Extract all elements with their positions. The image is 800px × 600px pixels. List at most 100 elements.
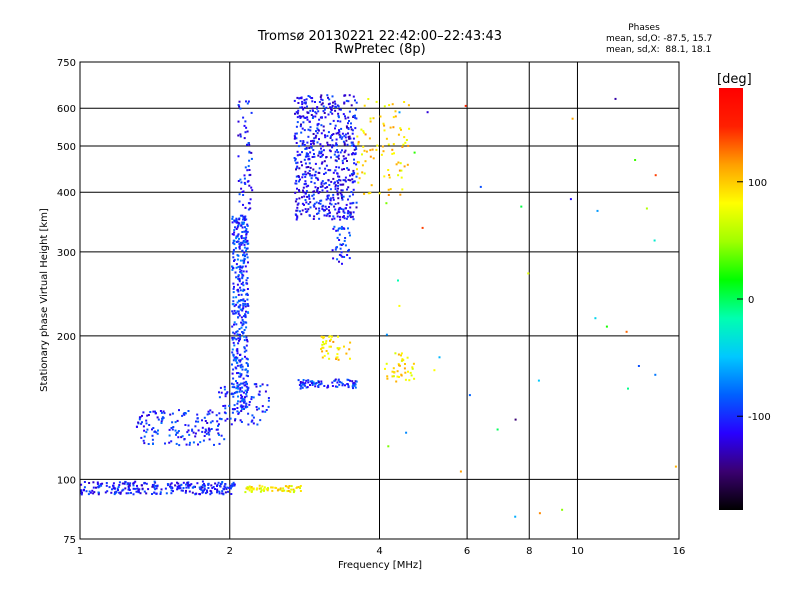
data-point	[251, 487, 253, 490]
data-point	[246, 143, 248, 146]
data-point	[244, 305, 247, 308]
data-point	[346, 143, 349, 146]
data-point	[231, 233, 234, 236]
data-point	[315, 201, 318, 204]
data-point	[243, 408, 245, 410]
data-point	[344, 133, 347, 136]
data-point	[258, 390, 261, 393]
data-point	[231, 392, 233, 395]
data-point	[314, 115, 317, 118]
data-point	[246, 370, 249, 373]
data-point	[340, 225, 343, 228]
data-point	[398, 376, 400, 378]
data-point	[241, 242, 244, 245]
data-point	[411, 366, 414, 369]
data-point	[113, 493, 116, 496]
data-point	[426, 111, 429, 114]
data-point	[398, 304, 401, 307]
data-point	[313, 382, 315, 385]
data-point	[132, 484, 135, 487]
data-point	[350, 144, 353, 147]
data-point	[317, 212, 320, 215]
data-point	[318, 383, 321, 386]
data-point	[238, 372, 241, 375]
data-point	[130, 491, 132, 494]
data-point	[395, 380, 398, 383]
data-point	[201, 489, 204, 492]
data-point	[339, 108, 342, 111]
data-point	[323, 385, 326, 387]
data-point	[323, 214, 326, 217]
data-point	[329, 202, 332, 205]
data-point	[244, 321, 247, 324]
data-point	[301, 142, 304, 145]
data-point	[596, 209, 599, 212]
data-point	[233, 305, 236, 308]
data-point	[121, 489, 124, 492]
data-point	[325, 340, 328, 343]
data-point	[328, 209, 330, 212]
data-point	[236, 372, 238, 375]
data-point	[336, 212, 339, 215]
data-point	[625, 330, 628, 333]
data-point	[196, 482, 199, 485]
data-point	[318, 191, 321, 193]
data-point	[124, 480, 127, 483]
data-point	[387, 143, 390, 146]
data-point	[342, 183, 345, 186]
data-point	[139, 416, 142, 419]
data-point	[126, 483, 129, 486]
data-point	[320, 185, 323, 188]
data-point	[391, 152, 394, 155]
data-point	[334, 208, 337, 211]
data-point	[210, 490, 213, 493]
data-point	[271, 486, 274, 489]
data-point	[242, 304, 245, 307]
data-point	[224, 407, 227, 410]
data-point	[393, 152, 395, 155]
data-point	[349, 216, 352, 219]
data-point	[209, 409, 212, 412]
data-point	[322, 129, 325, 132]
data-point	[96, 481, 99, 484]
data-point	[352, 188, 355, 191]
data-point	[246, 488, 249, 491]
data-point	[356, 172, 359, 175]
data-point	[318, 209, 321, 212]
data-point	[220, 434, 223, 437]
data-point	[231, 217, 234, 220]
data-point	[98, 484, 101, 487]
data-point	[314, 111, 317, 114]
data-point	[266, 384, 269, 387]
data-point	[337, 175, 339, 178]
data-point	[232, 483, 235, 486]
data-point	[245, 126, 248, 129]
data-point	[293, 157, 296, 159]
data-point	[161, 416, 164, 419]
data-point	[237, 310, 240, 313]
data-point	[236, 402, 239, 405]
data-point	[240, 316, 243, 319]
data-point	[231, 386, 234, 389]
data-point	[175, 432, 178, 434]
data-point	[172, 426, 175, 428]
data-point	[339, 218, 342, 221]
data-point	[340, 228, 343, 230]
data-point	[315, 130, 317, 133]
data-point	[252, 396, 255, 399]
data-point	[306, 141, 309, 144]
data-point	[400, 169, 403, 172]
data-point	[317, 192, 320, 195]
data-point	[156, 432, 159, 435]
data-point	[342, 140, 345, 143]
data-point	[240, 293, 243, 296]
data-point	[301, 151, 303, 154]
data-point	[160, 488, 163, 491]
data-point	[249, 173, 252, 176]
data-point	[95, 486, 97, 489]
data-point	[334, 102, 337, 105]
data-point	[339, 151, 342, 154]
data-point	[337, 184, 339, 187]
data-point	[309, 174, 312, 177]
data-point	[243, 251, 246, 254]
